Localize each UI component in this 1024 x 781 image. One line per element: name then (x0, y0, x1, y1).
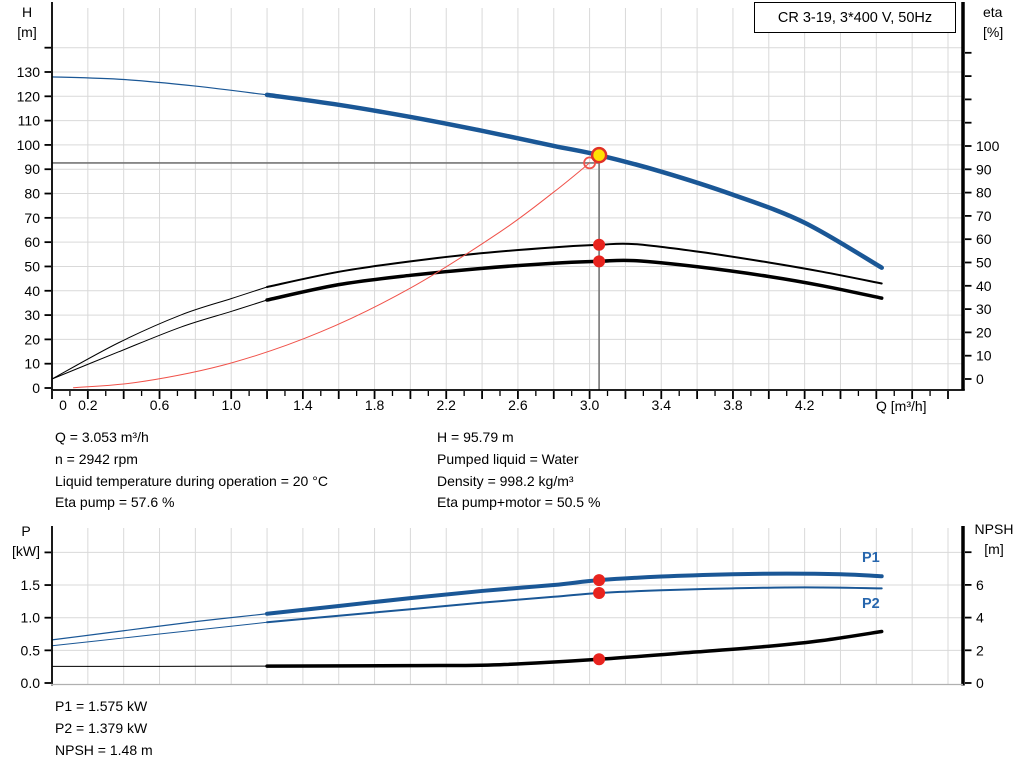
svg-text:0.0: 0.0 (21, 675, 41, 691)
svg-text:120: 120 (17, 88, 41, 104)
svg-text:0: 0 (59, 397, 67, 413)
duty-markers-bottom (593, 574, 606, 666)
curve-title: CR 3-19, 3*400 V, 50Hz (777, 9, 933, 26)
svg-text:60: 60 (976, 231, 992, 247)
svg-text:6: 6 (976, 577, 984, 593)
duty-markers-top (583, 146, 608, 268)
p2-curve[interactable] (266, 586, 883, 624)
svg-text:10: 10 (976, 348, 992, 364)
p1-curve[interactable] (265, 571, 884, 616)
svg-text:20: 20 (24, 331, 40, 347)
p1-curve-label: P1 (862, 550, 880, 566)
info-flow: Q = 3.053 m³/h (55, 429, 149, 445)
y-axis-title-npsh: NPSH [m] (974, 521, 1014, 557)
svg-text:40: 40 (976, 278, 992, 294)
svg-text:50: 50 (976, 255, 992, 271)
svg-text:100: 100 (17, 137, 41, 153)
svg-text:0: 0 (976, 675, 984, 691)
axes-top (44, 2, 972, 399)
tick-labels-bottom: 0.0 0.5 1.0 1.5 0 2 4 6 (21, 577, 984, 691)
svg-text:10: 10 (24, 356, 40, 372)
svg-text:40: 40 (24, 283, 40, 299)
svg-text:100: 100 (976, 138, 1000, 154)
info-p1: P1 = 1.575 kW (55, 698, 148, 714)
svg-text:4.2: 4.2 (795, 397, 815, 413)
svg-text:2.2: 2.2 (437, 397, 457, 413)
svg-text:80: 80 (24, 186, 40, 202)
svg-text:110: 110 (18, 113, 41, 129)
svg-text:3.8: 3.8 (723, 397, 743, 413)
svg-text:90: 90 (976, 161, 992, 177)
svg-text:20: 20 (976, 324, 992, 340)
svg-text:90: 90 (24, 161, 40, 177)
info-eta-pump-motor: Eta pump+motor = 50.5 % (437, 494, 601, 511)
svg-text:60: 60 (24, 234, 40, 250)
info-density: Density = 998.2 kg/m³ (437, 472, 574, 489)
eta-pump-motor-marker (593, 255, 606, 268)
info-pumped-liquid: Pumped liquid = Water (437, 450, 579, 467)
axes-bottom (44, 526, 972, 686)
curve-title-box: CR 3-19, 3*400 V, 50Hz (754, 2, 956, 33)
svg-text:2.6: 2.6 (508, 397, 528, 413)
info-head: H = 95.79 m (437, 429, 514, 445)
svg-text:130: 130 (17, 64, 41, 80)
svg-text:3.0: 3.0 (580, 397, 600, 413)
duty-info-right: H = 95.79 m Pumped liquid = Water Densit… (437, 427, 600, 514)
svg-text:3.4: 3.4 (652, 397, 672, 413)
svg-text:0.2: 0.2 (78, 397, 98, 413)
y-axis-title-head: H [m] (17, 4, 37, 40)
eta-pump-curve-ext (51, 286, 268, 380)
svg-text:1.4: 1.4 (293, 397, 313, 413)
npsh-curve[interactable] (265, 629, 884, 668)
p2-curve-ext (51, 621, 268, 647)
svg-text:0: 0 (976, 371, 984, 387)
svg-text:70: 70 (976, 208, 992, 224)
grid-bottom (52, 528, 963, 684)
svg-text:80: 80 (976, 185, 992, 201)
requested-duty-point-marker (583, 156, 596, 170)
svg-text:50: 50 (24, 258, 40, 274)
eta-pump-motor-curve-ext (51, 299, 268, 380)
info-speed: n = 2942 rpm (55, 450, 138, 467)
p2-marker (593, 586, 606, 599)
tick-labels-top: 0 10 20 30 40 50 60 70 80 90 100 110 120 130 0 10 20 30 40… (17, 64, 1000, 413)
svg-text:0: 0 (32, 380, 40, 396)
system-curve (73, 162, 591, 389)
head-curve-ext (51, 76, 268, 96)
svg-text:30: 30 (976, 301, 992, 317)
eta-pump-marker (593, 238, 606, 251)
svg-text:4: 4 (976, 610, 984, 626)
svg-text:30: 30 (24, 307, 40, 323)
info-npsh: NPSH = 1.48 m (55, 741, 153, 758)
svg-text:1.0: 1.0 (21, 610, 41, 626)
svg-text:70: 70 (24, 210, 40, 226)
grid-top (52, 8, 963, 390)
svg-text:0.5: 0.5 (21, 642, 41, 658)
p1-marker (593, 574, 606, 587)
duty-info-bottom: P1 = 1.575 kW P2 = 1.379 kW NPSH = 1.48 … (55, 696, 153, 761)
p2-curve-label: P2 (862, 596, 880, 612)
info-p2: P2 = 1.379 kW (55, 719, 148, 736)
head-curve[interactable] (264, 92, 884, 270)
npsh-marker (593, 653, 606, 666)
y-axis-title-power: P [kW] (12, 523, 40, 559)
svg-text:2: 2 (976, 642, 984, 658)
svg-text:1.8: 1.8 (365, 397, 385, 413)
svg-text:0.6: 0.6 (150, 397, 170, 413)
svg-text:1.5: 1.5 (21, 577, 41, 593)
svg-text:1.0: 1.0 (221, 397, 241, 413)
x-axis-title-flow: Q [m³/h] (876, 398, 927, 414)
duty-info-left: Q = 3.053 m³/h n = 2942 rpm Liquid tempe… (55, 427, 328, 514)
duty-crosshair (52, 155, 600, 390)
duty-point-marker[interactable] (590, 146, 608, 164)
p1-curve-ext (51, 613, 268, 641)
info-liquid-temp: Liquid temperature during operation = 20… (55, 472, 328, 489)
y-axis-title-eta: eta [%] (983, 4, 1004, 40)
info-eta-pump: Eta pump = 57.6 % (55, 494, 175, 511)
